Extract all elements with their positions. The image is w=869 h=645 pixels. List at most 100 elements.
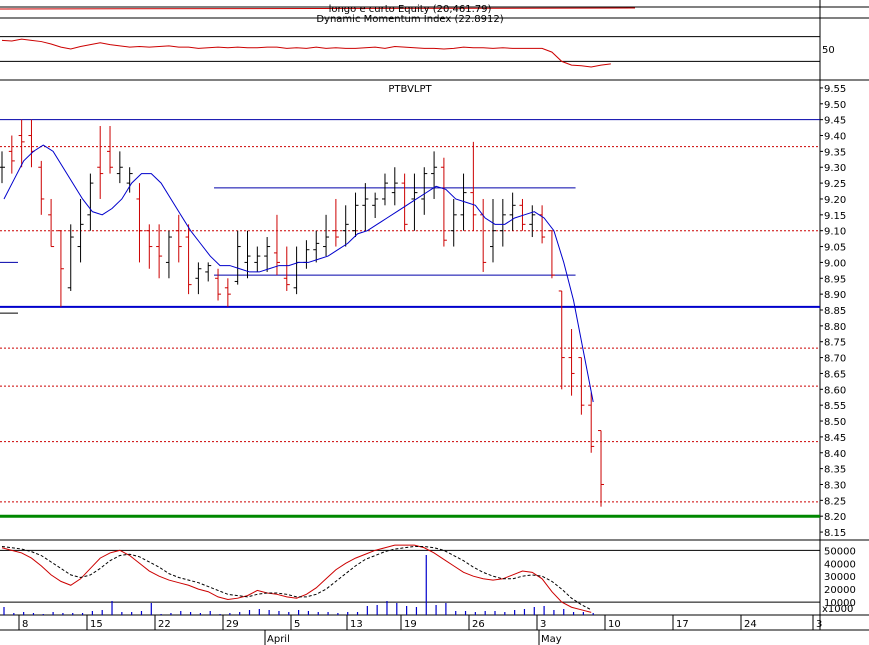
- ohlc-bar: [519, 198, 526, 231]
- x-tick-label: 17: [676, 619, 689, 630]
- oscillator-tick-label: 40000: [824, 559, 856, 570]
- price-tick-label: 8.60: [824, 385, 846, 396]
- oscillator-unit-label: x1000: [822, 604, 853, 615]
- price-tick-label: 9.20: [824, 195, 846, 206]
- ohlc-bar: [165, 230, 172, 279]
- price-tick-label: 8.75: [824, 338, 846, 349]
- ohlc-bar: [578, 357, 585, 415]
- oscillator-series-0: [1, 544, 592, 613]
- ohlc-bar: [293, 246, 300, 295]
- price-tick-label: 8.45: [824, 433, 846, 444]
- ohlc-bar: [352, 192, 359, 238]
- ohlc-bar: [558, 290, 565, 390]
- ohlc-bar: [539, 205, 546, 244]
- ohlc-bar: [8, 135, 15, 174]
- ohlc-bar: [77, 198, 84, 263]
- ohlc-bar: [509, 192, 516, 231]
- price-tick-label: 8.65: [824, 369, 846, 380]
- ohlc-bar: [480, 198, 487, 272]
- ohlc-bar: [234, 230, 241, 285]
- ohlc-bar: [264, 237, 271, 272]
- price-tick-label: 8.80: [824, 322, 846, 333]
- dmi-tick-label: 50: [822, 45, 835, 56]
- price-tick-label: 8.70: [824, 354, 846, 365]
- price-tick-label: 9.50: [824, 100, 846, 111]
- price-tick-label: 9.05: [824, 243, 846, 254]
- ohlc-bar: [381, 173, 388, 206]
- moving-average-line: [3, 144, 594, 403]
- ohlc-bar: [332, 198, 339, 247]
- ohlc-bar: [362, 183, 369, 231]
- ohlc-bar: [175, 214, 182, 263]
- x-tick-label: 29: [226, 619, 239, 630]
- x-tick-label: 10: [608, 619, 621, 630]
- x-tick-label: 24: [744, 619, 757, 630]
- ohlc-bar: [450, 198, 457, 247]
- ohlc-bar: [107, 126, 114, 174]
- x-tick-label: 5: [294, 619, 300, 630]
- price-tick-label: 9.35: [824, 147, 846, 158]
- x-tick-label: 13: [350, 619, 363, 630]
- price-tick-label: 8.85: [824, 306, 846, 317]
- ohlc-bar: [254, 246, 261, 272]
- x-tick-label: 15: [90, 619, 103, 630]
- price-tick-label: 8.40: [824, 449, 846, 460]
- price-tick-label: 8.50: [824, 417, 846, 428]
- ohlc-bar: [224, 278, 231, 307]
- axes: 50 9.55 9.50 9.45 9.40 9.35 9.30 9.25 9.20 9.15 9.…: [18, 45, 856, 645]
- x-tick-label: 3: [816, 619, 822, 630]
- x-tick-label: 26: [472, 619, 485, 630]
- price-tick-label: 9.00: [824, 258, 846, 269]
- ohlc-bar: [126, 167, 133, 193]
- price-tick-label: 9.10: [824, 227, 846, 238]
- oscillator-tick-label: 50000: [824, 546, 856, 557]
- price-title: PTBVLPT: [388, 84, 432, 95]
- ohlc-bar: [28, 119, 35, 168]
- ohlc-bar: [470, 141, 477, 231]
- ohlc-bar: [283, 246, 290, 291]
- x-month-label: May: [541, 634, 562, 645]
- price-panel: [0, 119, 820, 518]
- price-tick-label: 8.90: [824, 290, 846, 301]
- ohlc-bar: [598, 430, 605, 507]
- x-tick-label: 3: [540, 619, 546, 630]
- ohlc-bar: [67, 224, 74, 291]
- ohlc-bar: [568, 329, 575, 396]
- oscillator-tick-label: 20000: [824, 585, 856, 596]
- ohlc-bar: [548, 230, 555, 279]
- ohlc-bar: [431, 151, 438, 199]
- ohlc-bar: [116, 151, 123, 184]
- ohlc-bar: [0, 151, 5, 184]
- ohlc-bar: [391, 167, 398, 206]
- equity-title: longo e curto Equity (20,461.79): [329, 4, 492, 15]
- price-tick-label: 9.40: [824, 132, 846, 143]
- x-tick-label: 8: [22, 619, 28, 630]
- ohlc-bar: [195, 262, 202, 295]
- oscillator-series-1: [1, 545, 592, 611]
- ohlc-bar: [38, 160, 45, 215]
- dmi-title: Dynamic Momentum Index (22.8912): [316, 14, 503, 25]
- panel-frames: [0, 0, 869, 631]
- ohlc-bar: [440, 157, 447, 247]
- ohlc-bar: [97, 126, 104, 199]
- ohlc-bar: [303, 240, 310, 269]
- price-tick-label: 8.95: [824, 274, 846, 285]
- ohlc-bar: [490, 198, 496, 263]
- price-tick-label: 8.20: [824, 512, 846, 523]
- ohlc-bar: [57, 230, 64, 307]
- x-tick-label: 22: [158, 619, 171, 630]
- price-tick-label: 8.25: [824, 496, 846, 507]
- price-tick-label: 9.45: [824, 116, 846, 127]
- ohlc-bar: [244, 230, 251, 279]
- ohlc-bar: [499, 198, 506, 247]
- ohlc-bar: [372, 192, 379, 218]
- ohlc-bar: [323, 214, 330, 257]
- ohlc-bar: [588, 392, 595, 453]
- ohlc-bar: [205, 262, 212, 282]
- ohlc-bar: [48, 198, 55, 248]
- price-tick-label: 9.55: [824, 84, 846, 95]
- price-tick-label: 8.15: [824, 528, 846, 539]
- ohlc-bar: [146, 224, 153, 269]
